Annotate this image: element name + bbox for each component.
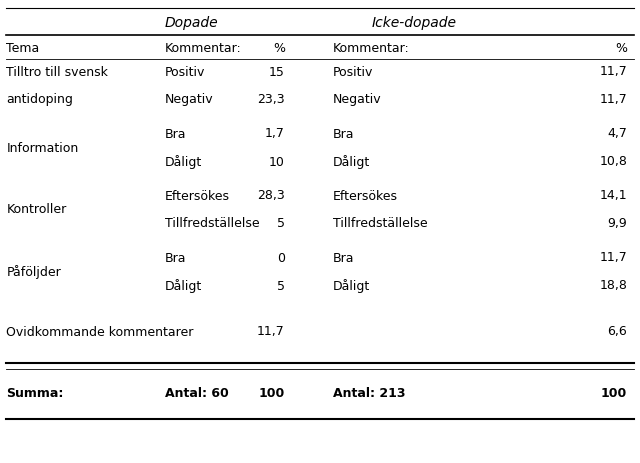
Text: 10,8: 10,8: [599, 155, 627, 168]
Text: 23,3: 23,3: [257, 94, 285, 106]
Text: Eftersökes: Eftersökes: [333, 189, 398, 202]
Text: 100: 100: [601, 387, 627, 400]
Text: Dåligt: Dåligt: [165, 155, 202, 169]
Text: Antal: 213: Antal: 213: [333, 387, 405, 400]
Text: 100: 100: [259, 387, 285, 400]
Text: Påföljder: Påföljder: [6, 264, 61, 278]
Text: %: %: [273, 41, 285, 54]
Text: Tilltro till svensk: Tilltro till svensk: [6, 65, 108, 78]
Text: Information: Information: [6, 141, 79, 154]
Text: 5: 5: [277, 279, 285, 292]
Text: Negativ: Negativ: [333, 94, 381, 106]
Text: Tema: Tema: [6, 41, 40, 54]
Text: Bra: Bra: [333, 251, 355, 264]
Text: Dåligt: Dåligt: [165, 278, 202, 292]
Text: Icke-dopade: Icke-dopade: [371, 16, 456, 30]
Text: Negativ: Negativ: [165, 94, 214, 106]
Text: Tillfredställelse: Tillfredställelse: [165, 217, 260, 230]
Text: Tillfredställelse: Tillfredställelse: [333, 217, 428, 230]
Text: 5: 5: [277, 217, 285, 230]
Text: Kommentar:: Kommentar:: [333, 41, 410, 54]
Text: 10: 10: [269, 155, 285, 168]
Text: Dåligt: Dåligt: [333, 155, 370, 169]
Text: 11,7: 11,7: [600, 251, 627, 264]
Text: Summa:: Summa:: [6, 387, 64, 400]
Text: Bra: Bra: [165, 127, 187, 140]
Text: 0: 0: [277, 251, 285, 264]
Text: Kontroller: Kontroller: [6, 203, 67, 216]
Text: Bra: Bra: [333, 127, 355, 140]
Text: 28,3: 28,3: [257, 189, 285, 202]
Text: 6,6: 6,6: [607, 325, 627, 338]
Text: 11,7: 11,7: [600, 94, 627, 106]
Text: Positiv: Positiv: [333, 65, 373, 78]
Text: Ovidkommande kommentarer: Ovidkommande kommentarer: [6, 325, 194, 338]
Text: 1,7: 1,7: [265, 127, 285, 140]
Text: Positiv: Positiv: [165, 65, 205, 78]
Text: 9,9: 9,9: [607, 217, 627, 230]
Text: Kommentar:: Kommentar:: [165, 41, 242, 54]
Text: 18,8: 18,8: [599, 279, 627, 292]
Text: Bra: Bra: [165, 251, 187, 264]
Text: Dåligt: Dåligt: [333, 278, 370, 292]
Text: 11,7: 11,7: [600, 65, 627, 78]
Text: 15: 15: [269, 65, 285, 78]
Text: 4,7: 4,7: [607, 127, 627, 140]
Text: Antal: 60: Antal: 60: [165, 387, 229, 400]
Text: antidoping: antidoping: [6, 94, 73, 106]
Text: Eftersökes: Eftersökes: [165, 189, 230, 202]
Text: 14,1: 14,1: [600, 189, 627, 202]
Text: 11,7: 11,7: [257, 325, 285, 338]
Text: %: %: [615, 41, 627, 54]
Text: Dopade: Dopade: [165, 16, 219, 30]
